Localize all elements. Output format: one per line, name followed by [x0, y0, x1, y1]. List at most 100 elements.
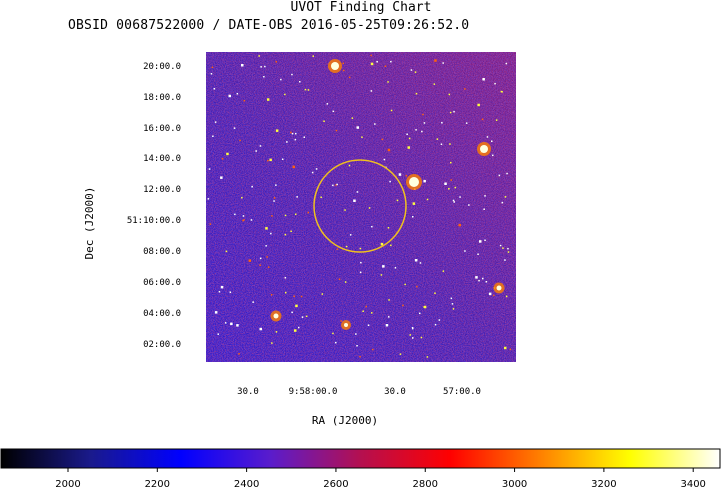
star-pixel [356, 345, 358, 347]
star-pixel [335, 184, 337, 186]
star-pixel [385, 324, 389, 327]
star-pixel [408, 137, 411, 140]
star-pixel [498, 174, 501, 177]
star-pixel [356, 126, 359, 129]
star-pixel [370, 54, 372, 57]
star-pixel [336, 248, 339, 250]
star-pixel [412, 202, 416, 205]
star-pixel [448, 93, 451, 96]
star-pixel [434, 59, 437, 62]
star-pixel [450, 161, 452, 164]
star-pixel [509, 348, 512, 351]
star-pixel [265, 245, 267, 247]
star-pixel [355, 333, 357, 335]
star-pixel [500, 90, 503, 93]
star-pixel [495, 119, 498, 121]
star-pixel [492, 154, 494, 157]
star-pixel [464, 88, 466, 90]
star-pixel [477, 253, 479, 255]
star-pixel [383, 158, 386, 161]
star-pixel [394, 267, 397, 269]
star-pixel [440, 143, 443, 145]
star-pixel [255, 150, 257, 152]
star-pixel [458, 223, 461, 227]
star-pixel [273, 200, 275, 202]
star-pixel [332, 332, 334, 335]
star-pixel [343, 69, 345, 72]
star-pixel [410, 69, 413, 71]
star-pixel [265, 227, 268, 230]
star-pixel [224, 322, 227, 324]
star-pixel [434, 292, 436, 294]
star-pixel [338, 278, 341, 280]
star-pixel [484, 239, 486, 241]
star-pixel [259, 145, 262, 147]
colorbar-tick-label: 3000 [502, 479, 527, 489]
star-pixel [506, 172, 508, 175]
star-pixel [220, 176, 223, 179]
star-pixel [242, 215, 245, 217]
star-pixel [273, 197, 276, 199]
star-pixel [270, 232, 272, 235]
star-pixel [390, 60, 392, 63]
star-pixel [368, 207, 371, 209]
y-tick-label: 14:00.0 [143, 154, 181, 164]
colorbar-scale [0, 448, 721, 469]
colorbar-tick-label: 2600 [323, 479, 348, 489]
star-pixel [271, 342, 273, 344]
star-pixel [448, 188, 450, 190]
star-pixel [415, 129, 417, 131]
star-pixel [275, 61, 277, 63]
star-pixel [409, 334, 411, 336]
y-axis-label: Dec (J2000) [83, 187, 96, 260]
star-pixel [258, 55, 260, 57]
star-pixel [291, 132, 294, 135]
star-pixel [444, 182, 447, 185]
star-pixel [407, 146, 410, 149]
star-pixel [468, 204, 470, 206]
star-pixel [359, 271, 362, 274]
star-pixel [239, 139, 241, 142]
colorbar-tick-label: 3400 [680, 479, 705, 489]
star-pixel [477, 103, 480, 107]
star-pixel [229, 291, 232, 293]
star-pixel [264, 65, 266, 68]
star-pixel [214, 311, 218, 314]
star-pixel [381, 138, 384, 141]
star-pixel [484, 195, 486, 197]
star-pixel [442, 62, 444, 64]
star-pixel [449, 111, 452, 114]
star-pixel [214, 121, 217, 123]
star-pixel [419, 312, 421, 315]
star-pixel [259, 264, 261, 266]
star-pixel [450, 179, 452, 181]
star-pixel [270, 294, 273, 296]
star-pixel [286, 141, 288, 143]
x-tick-label: 57:00.0 [443, 387, 481, 397]
colorbar-tick-label: 2800 [413, 479, 438, 489]
star-pixel [420, 336, 423, 339]
star-pixel [275, 331, 278, 333]
star-pixel [388, 299, 390, 301]
bright-star [480, 145, 488, 153]
star-pixel [485, 281, 488, 283]
star-pixel [303, 136, 305, 138]
star-pixel [323, 120, 325, 122]
star-pixel [269, 158, 272, 162]
star-pixel [494, 82, 496, 85]
y-tick-label: 06:00.0 [143, 278, 181, 288]
star-pixel [387, 81, 389, 83]
colorbar-tick-label: 3200 [591, 479, 616, 489]
star-pixel [260, 66, 262, 68]
star-pixel [453, 110, 455, 113]
star-pixel [241, 64, 244, 67]
star-pixel [335, 341, 337, 344]
star-pixel [307, 89, 310, 91]
y-tick-label: 16:00.0 [143, 124, 181, 134]
star-pixel [326, 103, 329, 105]
star-pixel [390, 109, 393, 112]
star-pixel [404, 283, 406, 286]
star-pixel [267, 266, 270, 268]
star-pixel [332, 184, 334, 187]
